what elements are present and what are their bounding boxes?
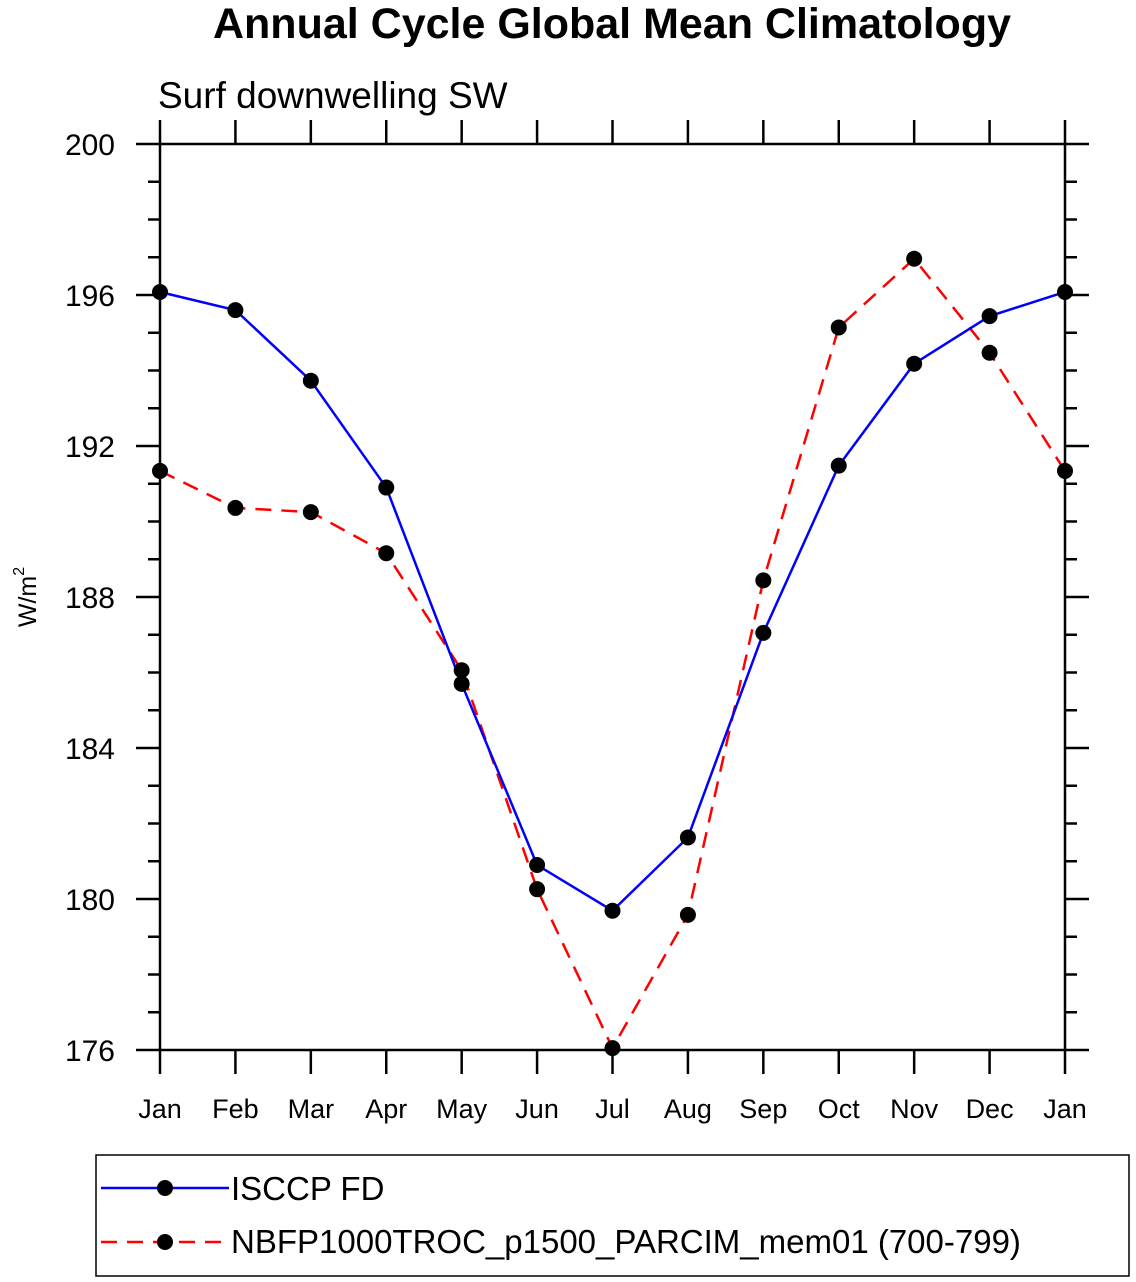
x-tick-label: Nov xyxy=(890,1094,939,1124)
data-point-series-1 xyxy=(152,462,168,479)
x-tick-label: Aug xyxy=(664,1094,712,1124)
y-axis-label-text: W/m xyxy=(14,576,42,627)
x-tick-label: Jul xyxy=(595,1094,630,1124)
legend-marker-model xyxy=(157,1234,173,1250)
axis-ticks xyxy=(136,120,1089,1074)
data-point-series-1 xyxy=(302,504,319,521)
data-point-series-1 xyxy=(378,545,395,562)
x-tick-label: Mar xyxy=(288,1094,335,1124)
x-tick-label: Feb xyxy=(212,1094,259,1124)
data-point-series-0 xyxy=(378,479,395,496)
data-point-series-1 xyxy=(1057,462,1073,479)
data-point-series-0 xyxy=(906,355,923,372)
x-tick-label: Jan xyxy=(138,1094,182,1124)
data-point-series-1 xyxy=(604,1040,621,1057)
data-point-series-0 xyxy=(1057,283,1073,300)
data-point-series-0 xyxy=(529,857,546,874)
x-tick-label: Dec xyxy=(966,1094,1014,1124)
data-point-series-1 xyxy=(679,906,696,923)
data-point-series-1 xyxy=(227,499,244,516)
y-tick-label: 192 xyxy=(65,431,115,464)
data-point-series-1 xyxy=(906,250,923,267)
data-point-series-0 xyxy=(302,372,319,389)
svg-text:W/m2: W/m2 xyxy=(11,567,42,627)
y-tick-label: 188 xyxy=(65,582,115,615)
legend-label-isccp: ISCCP FD xyxy=(231,1170,384,1207)
data-point-series-0 xyxy=(981,308,998,325)
legend-box xyxy=(95,1154,1130,1277)
data-point-series-0 xyxy=(830,457,847,474)
y-axis-label-superscript: 2 xyxy=(11,567,28,576)
data-point-series-0 xyxy=(679,829,696,846)
x-tick-label: May xyxy=(436,1094,488,1124)
data-point-series-0 xyxy=(755,624,772,641)
data-point-series-0 xyxy=(453,675,470,692)
chart-subtitle: Surf downwelling SW xyxy=(158,75,508,116)
y-axis-label: W/m2 xyxy=(11,567,42,627)
axis-tick-labels: 176 180 184 188 192 196 200 Jan Feb Mar Apr May Jun J… xyxy=(65,129,1087,1124)
y-tick-label: 176 xyxy=(65,1035,115,1068)
series-line-1 xyxy=(159,256,1067,1051)
data-point-series-0 xyxy=(604,902,621,919)
data-point-series-1 xyxy=(529,881,546,898)
y-tick-label: 196 xyxy=(65,280,115,313)
y-tick-label: 180 xyxy=(65,884,115,917)
y-tick-label: 200 xyxy=(65,129,115,162)
x-tick-label: Apr xyxy=(365,1094,407,1124)
legend: ISCCP FD NBFP1000TROC_p1500_PARCIM_mem01… xyxy=(95,1154,1130,1277)
y-tick-label: 184 xyxy=(65,733,115,766)
data-point-series-1 xyxy=(755,572,772,589)
x-tick-label: Sep xyxy=(739,1094,787,1124)
legend-marker-isccp xyxy=(157,1180,173,1196)
data-point-series-0 xyxy=(227,302,244,319)
data-point-series-1 xyxy=(981,344,998,361)
x-tick-label: Jun xyxy=(515,1094,559,1124)
series-layer xyxy=(152,250,1073,1057)
series-line-0 xyxy=(159,290,1066,913)
data-point-series-0 xyxy=(152,283,168,300)
chart-title: Annual Cycle Global Mean Climatology xyxy=(213,0,1011,48)
x-tick-label: Oct xyxy=(818,1094,861,1124)
data-point-series-1 xyxy=(453,662,470,679)
legend-label-model: NBFP1000TROC_p1500_PARCIM_mem01 (700-799… xyxy=(231,1223,1021,1260)
x-tick-label: Jan xyxy=(1043,1094,1087,1124)
data-point-series-1 xyxy=(830,319,847,336)
